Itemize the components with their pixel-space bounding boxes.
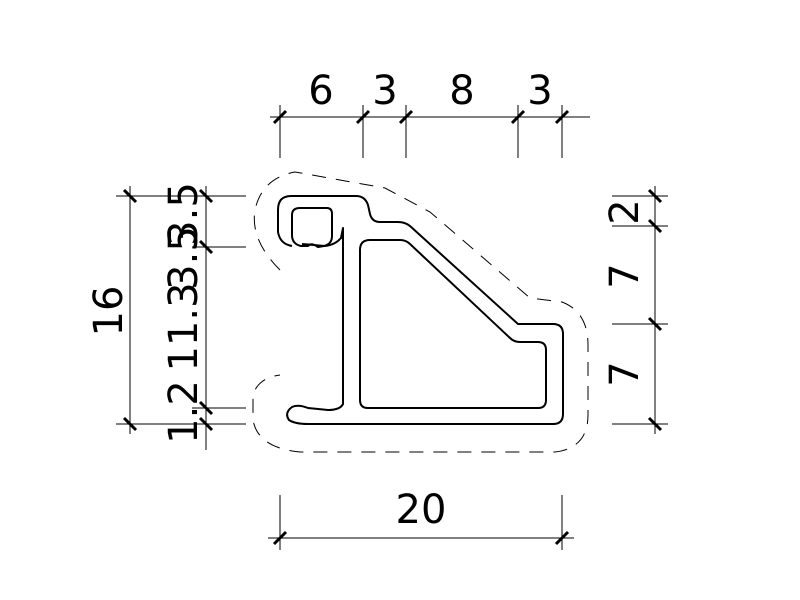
dimension-tick — [510, 109, 526, 125]
dimension-tick — [272, 109, 288, 125]
dimension-tick — [198, 400, 214, 416]
dimension-tick — [198, 416, 214, 432]
dimension-tick — [554, 109, 570, 125]
dimension-label-top-1: 6 — [308, 68, 333, 114]
dimension-label-bottom: 20 — [396, 487, 447, 533]
dimension-tick — [122, 416, 138, 432]
dimension-tick — [198, 239, 214, 255]
profile-body-contour — [277, 195, 564, 425]
profile-outer-contour — [291, 207, 333, 248]
dimension-label-left-overall: 16 — [86, 286, 132, 337]
dimension-label-left-2: 3.5 — [161, 226, 207, 290]
dimension-tick — [647, 188, 663, 204]
profile-inner-hollow — [359, 239, 547, 409]
dimension-label-left-1: 3.5 — [161, 182, 207, 246]
dimension-tick — [355, 109, 371, 125]
dimension-tick — [398, 109, 414, 125]
dimension-label-top-3: 8 — [449, 68, 474, 114]
dimension-tick — [272, 530, 288, 546]
dimension-tick — [198, 188, 214, 204]
dimension-label-top-2: 3 — [372, 68, 397, 114]
dimension-label-right-3: 7 — [602, 361, 648, 386]
dimension-tick — [647, 416, 663, 432]
dimension-label-right-1: 2 — [602, 199, 648, 224]
dimension-label-top-4: 3 — [527, 68, 552, 114]
dimension-tick — [122, 188, 138, 204]
dimension-tick — [647, 316, 663, 332]
dimension-tick — [647, 218, 663, 234]
dimension-label-left-3: 11.3 — [161, 282, 207, 371]
dimension-tick — [554, 530, 570, 546]
dashed-envelope — [252, 171, 589, 453]
dimension-label-left-4: 1.2 — [161, 380, 207, 444]
dimension-label-right-2: 7 — [602, 263, 648, 288]
